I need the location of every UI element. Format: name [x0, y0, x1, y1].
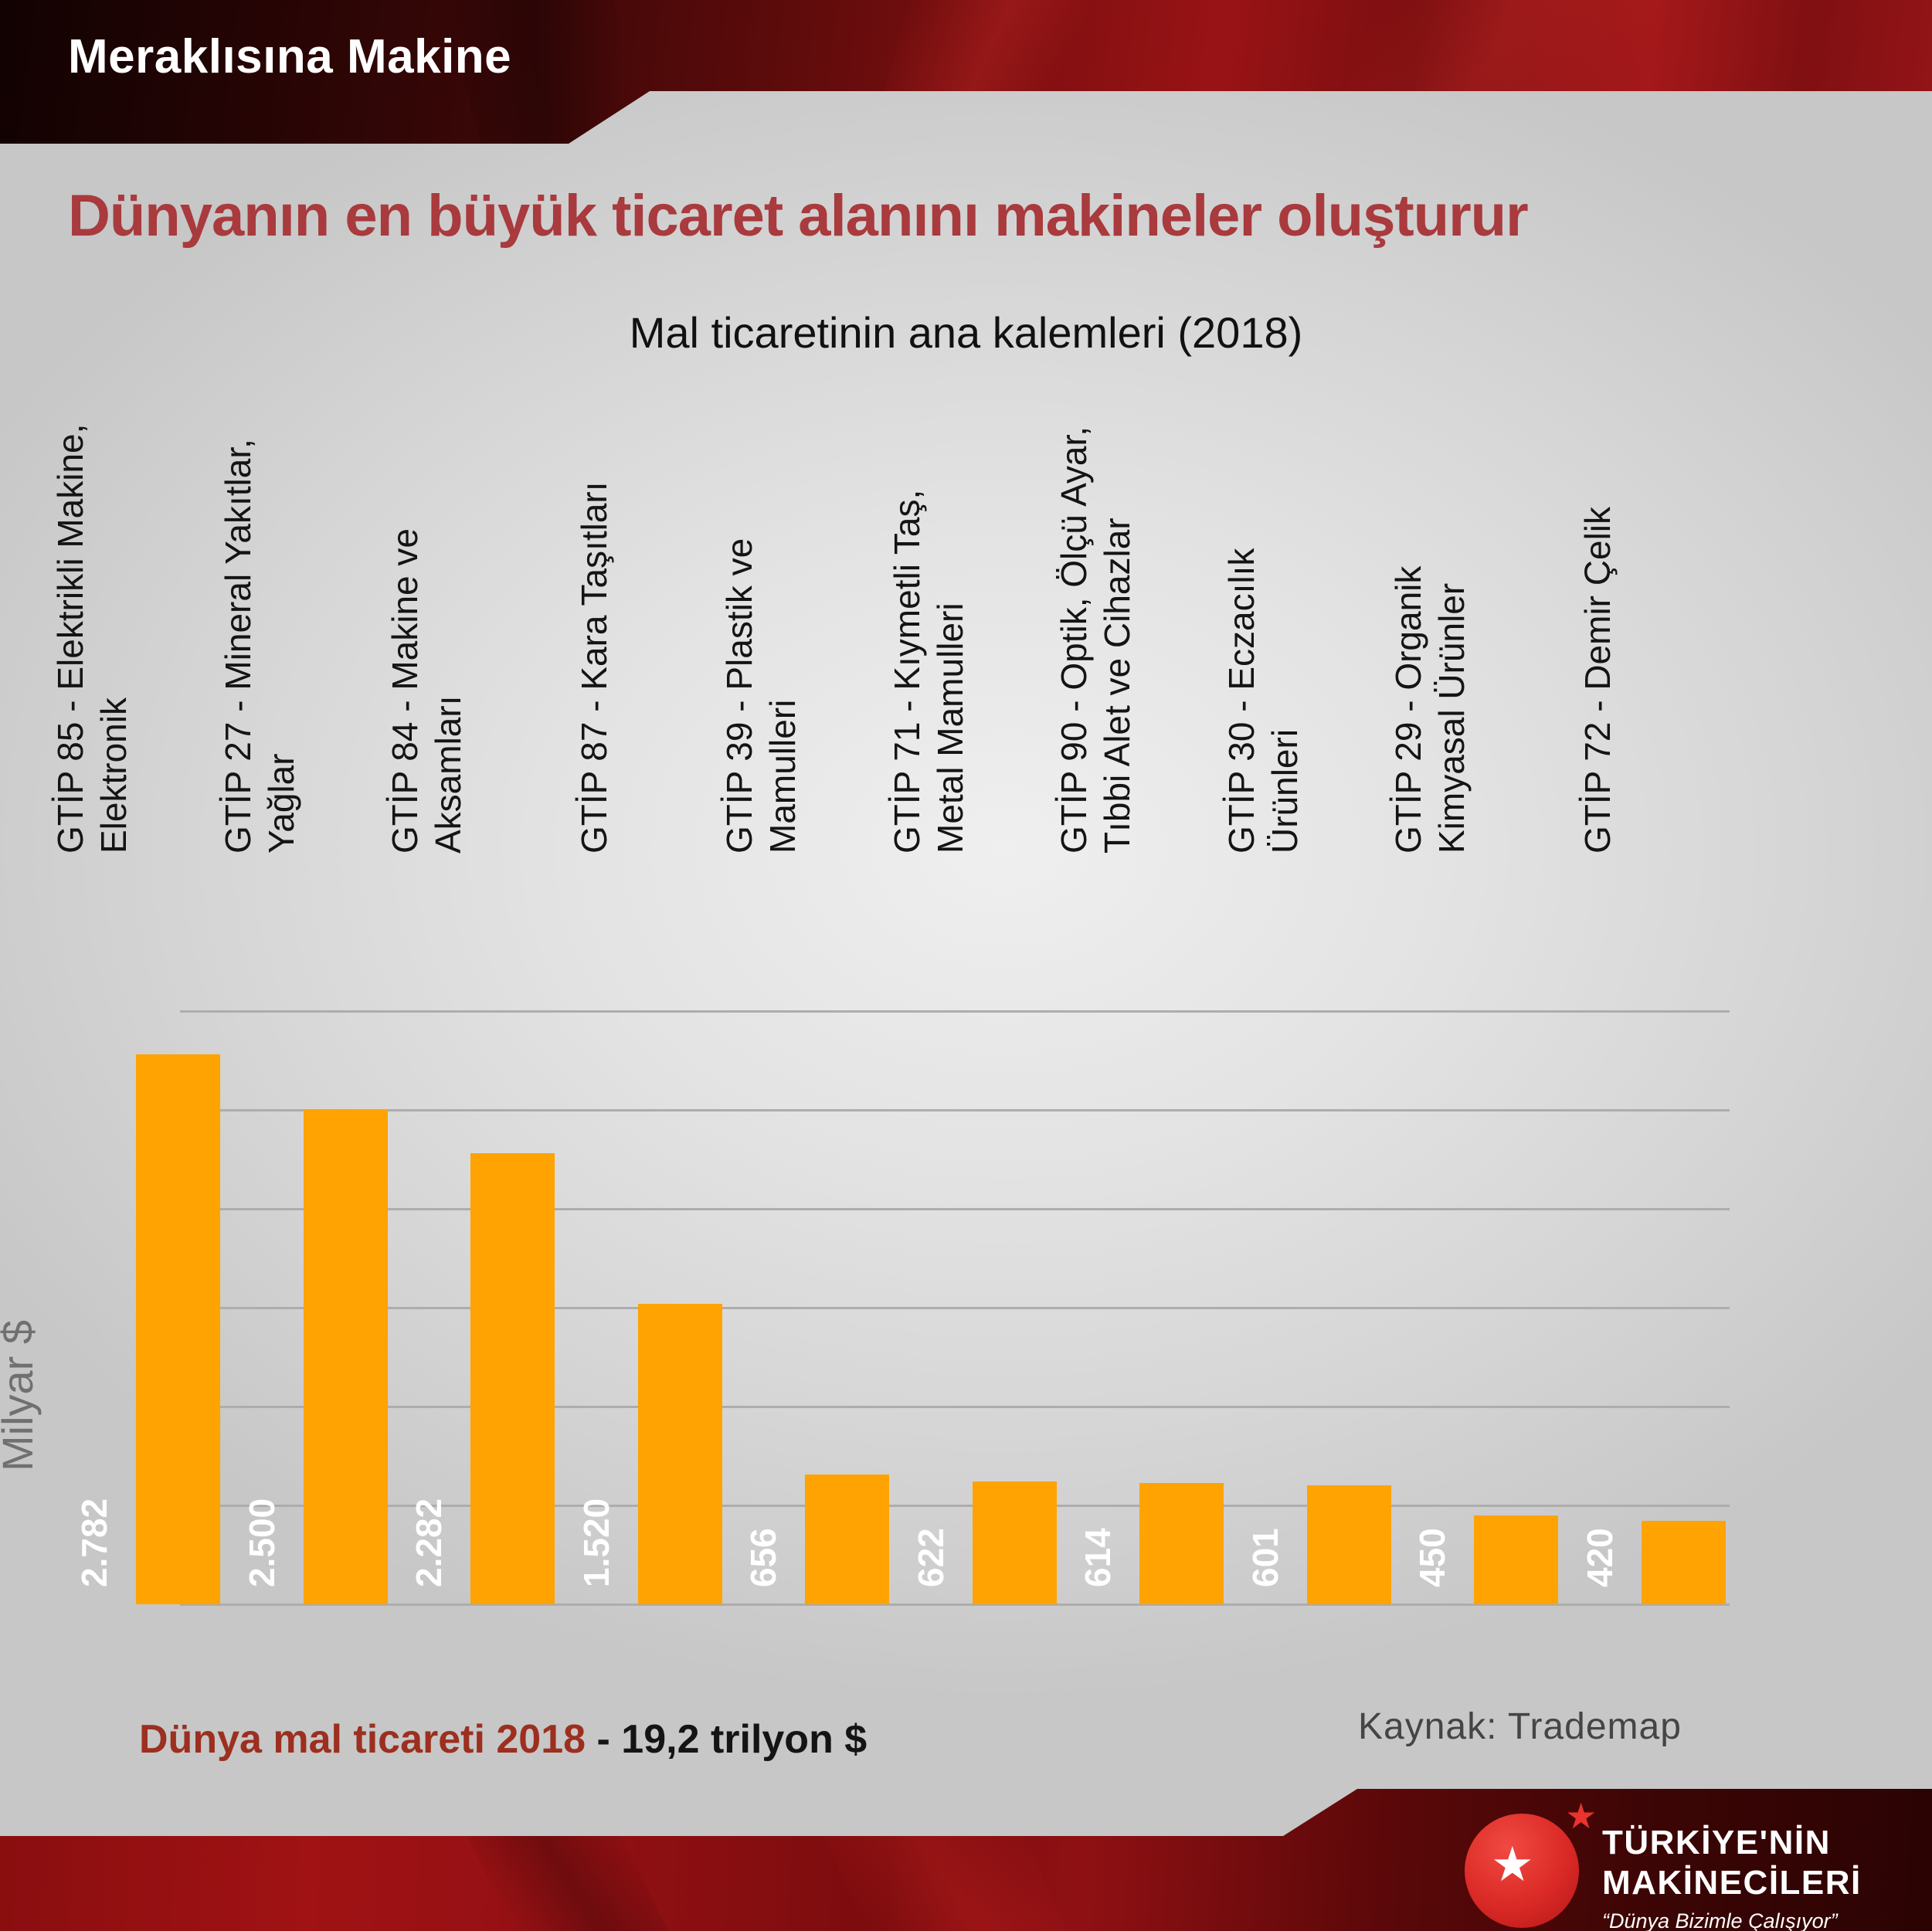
bar: [805, 1475, 889, 1604]
bar-value-label: 622: [888, 1108, 973, 1587]
chart-title: Mal ticaretinin ana kalemleri (2018): [629, 308, 1303, 357]
x-axis-baseline: [180, 1604, 1730, 1606]
category-label: GTİP 71 - Kıymetli Taş, Metal Mamulleri: [885, 266, 972, 854]
y-axis-label: Milyar $: [0, 1162, 52, 1471]
bar: [638, 1304, 722, 1604]
category-label-line: GTİP 30 - Eczacılık: [1221, 548, 1261, 854]
bar-value-text: 601: [1244, 1528, 1285, 1587]
bar: [470, 1153, 555, 1604]
category-label-line: Tıbbi Alet ve Cihazlar: [1097, 518, 1137, 854]
source-label: Kaynak: Trademap: [1358, 1706, 1682, 1747]
y-axis-label-text: Milyar $: [0, 1320, 42, 1471]
bar-value-text: 614: [1077, 1528, 1118, 1587]
bar-value-label: 601: [1223, 1108, 1307, 1587]
bar-value-label: 2.282: [386, 1108, 470, 1587]
category-label: GTİP 39 - Plastik ve Mamulleri: [718, 266, 804, 854]
bar: [973, 1481, 1057, 1604]
category-label-line: Metal Mamulleri: [930, 602, 970, 854]
logo-text: TÜRKİYE'NİN MAKİNECİLERİ “Dünya Bizimle …: [1602, 1823, 1862, 1931]
bar-value-text: 2.282: [408, 1498, 449, 1587]
category-label-line: Kimyasal Ürünler: [1431, 582, 1472, 854]
page-title: Dünyanın en büyük ticaret alanını makine…: [68, 183, 1529, 249]
footer-note: Dünya mal ticareti 2018 - 19,2 trilyon $: [139, 1716, 867, 1763]
bar-value-text: 1.520: [576, 1498, 616, 1587]
banner-title: Meraklısına Makine: [68, 30, 512, 83]
category-label-line: GTİP 71 - Kıymetli Taş,: [887, 489, 927, 854]
bar: [136, 1054, 220, 1604]
category-label-line: GTİP 27 - Mineral Yakıtlar,: [218, 439, 258, 854]
category-label-line: GTİP 29 - Organik: [1388, 565, 1428, 854]
bar-value-text: 450: [1411, 1528, 1452, 1587]
category-label-line: GTİP 39 - Plastik ve: [719, 538, 759, 854]
category-label-line: Mamulleri: [762, 699, 803, 854]
category-label-line: GTİP 87 - Kara Taşıtları: [574, 481, 614, 854]
bar-value-label: 450: [1390, 1108, 1474, 1587]
bar: [1642, 1521, 1726, 1604]
gridline: [180, 1307, 1730, 1309]
bar-value-label: 656: [721, 1108, 805, 1587]
bar-value-label: 420: [1557, 1108, 1642, 1587]
category-label: GTİP 90 - Optik, Ölçü Ayar, Tıbbi Alet ve…: [1052, 266, 1139, 854]
bar: [1474, 1515, 1558, 1604]
category-label-line: Yağlar: [261, 753, 301, 854]
bar-value-label: 2.782: [52, 1108, 136, 1587]
bar-value-label: 2.500: [219, 1108, 304, 1587]
gridline: [180, 1505, 1730, 1507]
category-label: GTİP 87 - Kara Taşıtları: [551, 266, 637, 854]
category-label: GTİP 30 - Eczacılık Ürünleri: [1220, 266, 1306, 854]
category-label-line: Aksamları: [428, 695, 468, 854]
gridline: [180, 1208, 1730, 1210]
logo-title-line1: TÜRKİYE'NİN: [1602, 1824, 1831, 1861]
bar-value-text: 2.782: [73, 1498, 114, 1587]
category-label-line: Elektronik: [93, 697, 134, 854]
category-label: GTİP 85 - Elektrikli Makine, Elektronik: [49, 266, 135, 854]
bar-value-label: 1.520: [554, 1108, 638, 1587]
small-star-icon: ★: [1565, 1796, 1598, 1836]
bar-value-text: 2.500: [241, 1498, 282, 1587]
gridline: [180, 1109, 1730, 1111]
category-label-line: GTİP 85 - Elektrikli Makine,: [50, 423, 90, 854]
footer-note-black: - 19,2 trilyon $: [586, 1717, 868, 1762]
gridline: [180, 1406, 1730, 1408]
star-icon: ★: [1491, 1838, 1534, 1892]
bar: [1307, 1485, 1391, 1604]
category-label: GTİP 27 - Mineral Yakıtlar, Yağlar: [216, 266, 303, 854]
category-label-line: GTİP 90 - Optik, Ölçü Ayar,: [1054, 426, 1094, 854]
bar-value-label: 614: [1055, 1108, 1139, 1587]
bar-value-text: 420: [1579, 1528, 1620, 1587]
logo-tagline: “Dünya Bizimle Çalışıyor”: [1602, 1909, 1838, 1931]
category-label: GTİP 29 - Organik Kimyasal Ürünler: [1387, 266, 1473, 854]
logo-title-line2: MAKİNECİLERİ: [1602, 1864, 1862, 1902]
category-label-line: GTİP 72 - Demir Çelik: [1577, 506, 1618, 854]
category-label-line: GTİP 84 - Makine ve: [385, 528, 425, 854]
category-label: GTİP 72 - Demir Çelik: [1554, 266, 1641, 854]
bar-value-text: 656: [742, 1528, 783, 1587]
category-label: GTİP 84 - Makine ve Aksamları: [383, 266, 470, 854]
footer-note-red: Dünya mal ticareti 2018: [139, 1717, 586, 1762]
bar: [1139, 1483, 1224, 1604]
logo-circle: [1465, 1814, 1579, 1928]
bar-value-text: 622: [910, 1528, 951, 1587]
logo: ★ ★ TÜRKİYE'NİN MAKİNECİLERİ “Dünya Bizi…: [1460, 1798, 1908, 1931]
gridline: [180, 1010, 1730, 1013]
bar: [304, 1110, 388, 1604]
category-label-line: Ürünleri: [1265, 728, 1305, 854]
